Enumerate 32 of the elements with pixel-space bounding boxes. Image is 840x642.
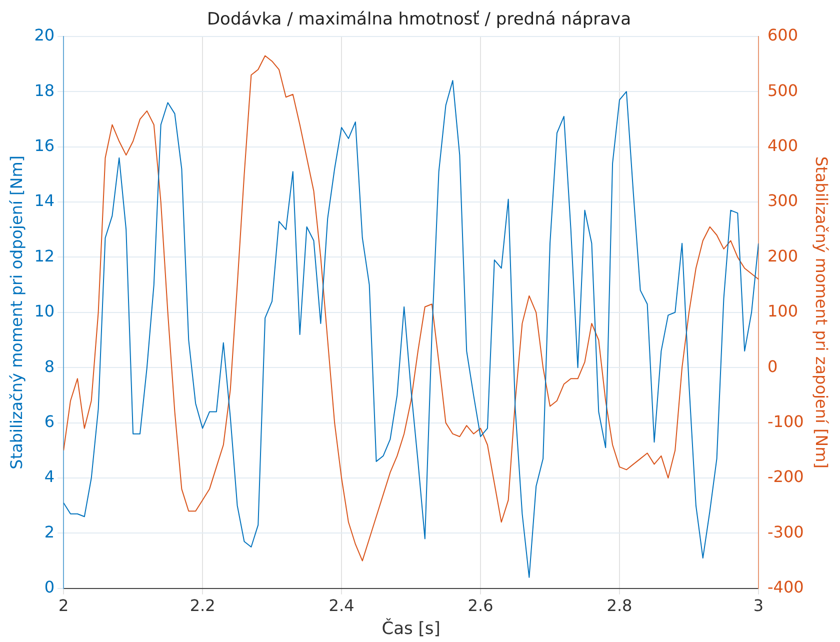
y2-tick-label: 400 [767, 136, 798, 155]
y-tick-label: 4 [44, 467, 55, 486]
x-tick-label: 2 [58, 596, 69, 616]
y2-tick-label: -300 [767, 522, 804, 542]
x-tick-label: 2.6 [468, 596, 494, 616]
y-tick-label: 8 [44, 356, 55, 376]
x-tick-label: 3 [753, 596, 764, 616]
y-tick-label: 0 [44, 578, 55, 597]
y-tick-label: 20 [34, 26, 55, 45]
x-tick-label: 2.4 [328, 596, 354, 616]
y2-tick-label: 600 [767, 26, 798, 45]
y-tick-label: 6 [44, 412, 55, 431]
y2-tick-label: 200 [767, 246, 798, 266]
y2-tick-label: 500 [767, 80, 798, 100]
y-tick-label: 16 [34, 136, 55, 155]
y-axis-title: Stabilizačný moment pri odpojení [Nm] [6, 155, 26, 470]
y2-tick-label: 300 [767, 191, 798, 210]
x-axis-title: Čas [s] [382, 618, 440, 640]
y2-tick-label: -100 [767, 412, 804, 431]
y-tick-label: 10 [34, 302, 55, 321]
y-tick-label: 2 [44, 522, 55, 542]
y2-tick-label: -200 [767, 467, 804, 486]
y2-axis-title: Stabilizačný moment pri zapojení [Nm] [812, 156, 832, 468]
y-tick-label: 14 [34, 191, 55, 210]
y2-tick-label: -400 [767, 578, 804, 597]
chart-title: Dodávka / maximálna hmotnosť / predná náprava [206, 10, 632, 30]
y2-tick-label: 100 [767, 302, 798, 321]
x-tick-label: 2.2 [190, 596, 216, 616]
y-tick-label: 12 [34, 246, 55, 266]
x-tick-label: 2.8 [606, 596, 632, 616]
y-tick-label: 18 [34, 80, 55, 100]
y2-tick-label: 0 [767, 356, 778, 376]
